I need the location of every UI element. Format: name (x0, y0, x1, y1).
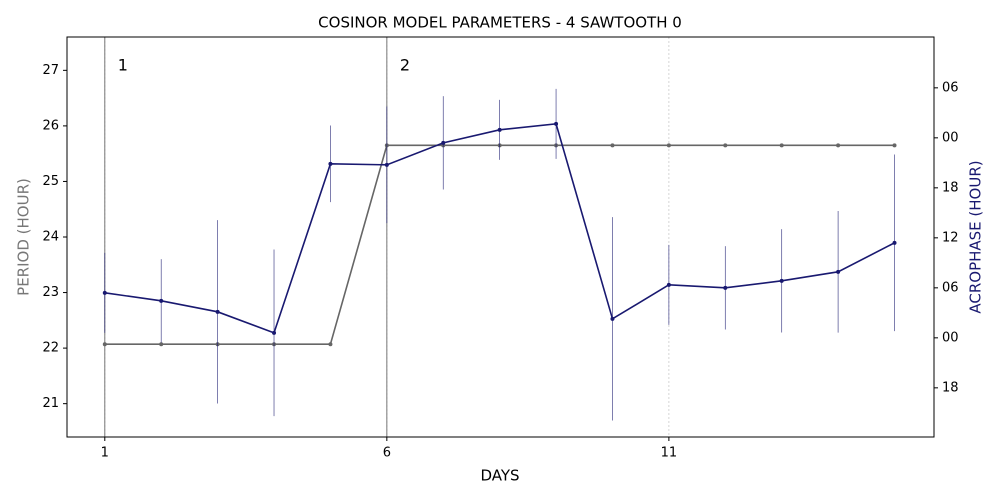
point (666, 282, 671, 287)
point (836, 143, 841, 148)
x-tick-label: 11 (661, 446, 678, 461)
point (779, 143, 784, 148)
point (102, 342, 107, 347)
y-axis-label: PERIOD (HOUR) (15, 178, 33, 296)
point (497, 127, 502, 132)
point (610, 143, 615, 148)
point (328, 342, 333, 347)
point (441, 140, 446, 145)
y-tick-label: 26 (42, 118, 59, 133)
chart-title: COSINOR MODEL PARAMETERS - 4 SAWTOOTH 0 (318, 14, 682, 32)
y2-tick-label: 06 (942, 280, 959, 295)
y2-tick-label: 06 (942, 80, 959, 95)
y-tick-label: 22 (42, 341, 59, 356)
y2-tick-label: 18 (942, 380, 959, 395)
y-tick-label: 24 (42, 230, 59, 245)
y2-tick-label: 12 (942, 230, 959, 245)
y-tick-label: 25 (42, 174, 59, 189)
y2-axis-label: ACROPHASE (HOUR) (967, 160, 985, 313)
point (384, 162, 389, 167)
annotation: 2 (400, 56, 410, 75)
point (723, 143, 728, 148)
point (779, 278, 784, 283)
point (892, 143, 897, 148)
y2-tick-label: 00 (942, 330, 959, 345)
point (215, 309, 220, 314)
point (892, 240, 897, 245)
x-tick-label: 6 (383, 446, 391, 461)
point (554, 121, 559, 126)
y-tick-label: 21 (42, 396, 59, 411)
point (159, 298, 164, 303)
point (159, 342, 164, 347)
plot-frame (66, 36, 935, 438)
x-tick-label: 1 (101, 446, 109, 461)
point (328, 161, 333, 166)
annotation: 1 (118, 56, 128, 75)
point (102, 290, 107, 295)
x-axis-label: DAYS (480, 467, 519, 485)
point (610, 316, 615, 321)
point (666, 143, 671, 148)
y-tick-label: 27 (42, 63, 59, 78)
point (723, 285, 728, 290)
y2-tick-label: 00 (942, 130, 959, 145)
point (272, 330, 277, 335)
y-tick-label: 23 (42, 285, 59, 300)
point (836, 269, 841, 274)
y2-tick-label: 18 (942, 180, 959, 195)
